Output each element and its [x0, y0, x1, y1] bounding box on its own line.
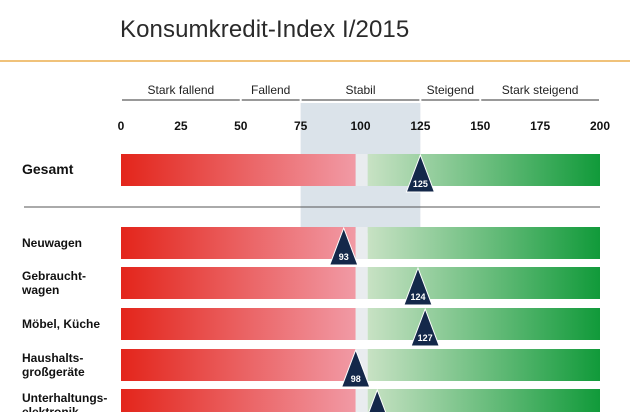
index-value-label: 98: [351, 374, 361, 384]
row-label: Neuwagen: [22, 236, 82, 250]
zone-header-layer: Stark fallend Fallend Stabil Steigend Stark …: [122, 83, 599, 101]
bar-rising-segment: [367, 227, 600, 259]
axis-tick-label: 125: [410, 119, 430, 133]
axis-tick-label: 175: [530, 119, 550, 133]
row-label: Haushalts-: [22, 351, 83, 365]
index-marker: [329, 226, 359, 266]
index-value-label: 127: [418, 333, 433, 343]
bar-gap: [355, 267, 368, 299]
index-row: Neuwagen 93: [22, 226, 600, 266]
axis-tick-label: 150: [470, 119, 490, 133]
bar-gap: [355, 154, 368, 186]
zone-label: Steigend: [427, 83, 474, 97]
bar-falling-segment: [121, 227, 356, 259]
index-row: Unterhaltungs-elektronik107: [22, 388, 600, 412]
row-label: wagen: [21, 283, 59, 297]
row-label: großgeräte: [22, 365, 85, 379]
zone-label: Stark steigend: [502, 83, 579, 97]
row-label: Möbel, Küche: [22, 317, 100, 331]
axis-tick-layer: 0 25 50 75 100 125 150 175 200: [118, 119, 611, 133]
index-row: Haushalts-großgeräte 98: [22, 348, 600, 388]
zone-label: Stabil: [345, 83, 375, 97]
bar-gap: [355, 308, 368, 340]
bar-falling-segment: [121, 154, 356, 186]
index-marker: [340, 348, 371, 388]
axis-tick-label: 0: [118, 119, 125, 133]
title-rule: [0, 60, 630, 62]
index-value-label: 124: [410, 292, 425, 302]
bar-falling-segment: [121, 349, 356, 381]
bar-gap: [355, 227, 368, 259]
bar-gap: [355, 389, 368, 412]
bar-rising-segment: [367, 349, 600, 381]
bar-rising-segment: [367, 308, 600, 340]
zone-label: Fallend: [251, 83, 290, 97]
bar-rising-segment: [367, 267, 600, 299]
axis-tick-label: 75: [294, 119, 308, 133]
axis-tick-label: 100: [350, 119, 370, 133]
bar-rising-segment: [367, 389, 600, 412]
index-value-label: 125: [413, 179, 428, 189]
index-row: Gesamt 125: [22, 153, 600, 193]
row-label: Gesamt: [22, 161, 74, 177]
row-label: elektronik: [22, 405, 79, 412]
index-marker: [405, 153, 436, 193]
bar-falling-segment: [121, 267, 356, 299]
axis-tick-label: 200: [590, 119, 610, 133]
bar-falling-segment: [121, 389, 356, 412]
rows-layer: Gesamt 125 Neuwagen 93 Gebraucht-wagen 124 Möb…: [21, 153, 600, 412]
index-row: Gebraucht-wagen 124: [21, 266, 600, 306]
row-label: Gebraucht-: [22, 269, 86, 283]
index-marker: [368, 388, 387, 412]
axis-tick-label: 50: [234, 119, 248, 133]
index-marker: [410, 307, 440, 347]
axis-tick-label: 25: [174, 119, 188, 133]
zone-label: Stark fallend: [148, 83, 215, 97]
chart-title: Konsumkredit-Index I/2015: [120, 16, 410, 43]
index-row: Möbel, Küche 127: [22, 307, 600, 347]
index-value-label: 93: [339, 252, 349, 262]
bar-falling-segment: [121, 308, 356, 340]
row-label: Unterhaltungs-: [22, 391, 107, 405]
bar-rising-segment: [367, 154, 600, 186]
index-marker: [403, 266, 433, 306]
